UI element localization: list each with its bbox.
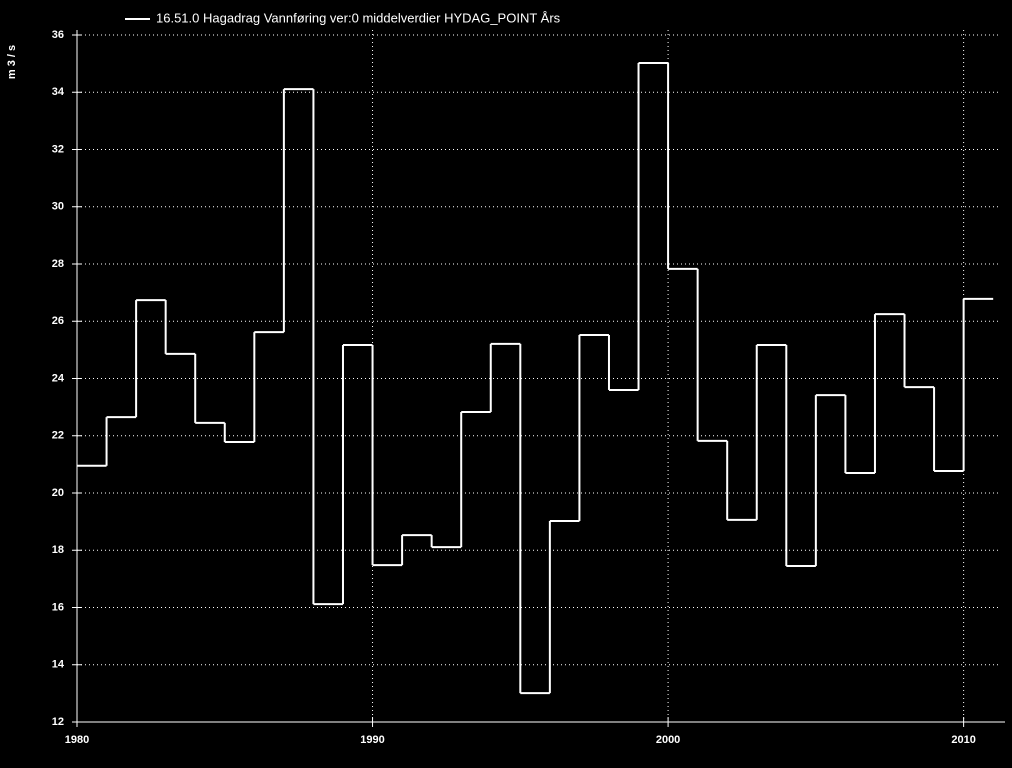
y-tick-label: 22 — [52, 430, 64, 442]
y-tick-label: 12 — [52, 716, 64, 728]
y-tick-label: 28 — [52, 258, 64, 270]
y-tick-label: 30 — [52, 201, 64, 213]
y-axis-label: m 3 / s — [6, 45, 18, 79]
x-tick-label: 2010 — [951, 734, 975, 746]
y-tick-label: 26 — [52, 315, 64, 327]
x-tick-label: 1990 — [360, 734, 384, 746]
y-tick-label: 24 — [52, 372, 65, 384]
y-tick-label: 20 — [52, 487, 64, 499]
y-tick-label: 32 — [52, 143, 64, 155]
x-tick-label: 1980 — [65, 734, 89, 746]
y-tick-label: 34 — [52, 86, 65, 98]
x-tick-label: 2000 — [656, 734, 680, 746]
legend-label: 16.51.0 Hagadrag Vannføring ver:0 middel… — [156, 10, 561, 25]
y-tick-label: 18 — [52, 544, 64, 556]
y-tick-label: 16 — [52, 601, 64, 613]
y-tick-label: 14 — [52, 659, 65, 671]
y-tick-label: 36 — [52, 29, 64, 41]
